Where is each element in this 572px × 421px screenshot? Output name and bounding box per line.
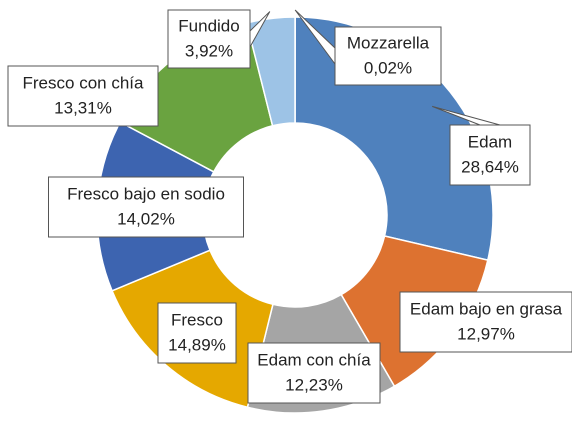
value-label: 3,92% xyxy=(185,41,233,60)
label-box xyxy=(449,124,531,186)
labels: Mozzarella 0,02% Edam 28,64% Edam bajo en gr… xyxy=(7,9,572,404)
category-label: Edam con chía xyxy=(257,350,371,369)
category-label: Fresco bajo en sodio xyxy=(67,184,225,203)
value-label: 12,97% xyxy=(457,324,515,343)
category-label: Fundido xyxy=(178,16,239,35)
category-label: Mozzarella xyxy=(347,33,430,52)
value-label: 28,64% xyxy=(461,157,519,176)
label-box xyxy=(399,291,572,353)
value-label: 14,89% xyxy=(168,335,226,354)
label-box xyxy=(7,65,159,127)
value-label: 13,31% xyxy=(54,98,112,117)
category-label: Edam xyxy=(468,132,512,151)
label-box xyxy=(167,9,251,69)
label-box xyxy=(247,342,381,404)
category-label: Edam bajo en grasa xyxy=(410,299,563,318)
label-box xyxy=(48,176,244,238)
category-label: Fresco xyxy=(171,310,223,329)
category-label: Fresco con chía xyxy=(23,73,144,92)
label-box xyxy=(334,26,442,86)
value-label: 14,02% xyxy=(117,209,175,228)
label-box xyxy=(157,302,237,364)
value-label: 12,23% xyxy=(285,375,343,394)
value-label: 0,02% xyxy=(364,58,412,77)
